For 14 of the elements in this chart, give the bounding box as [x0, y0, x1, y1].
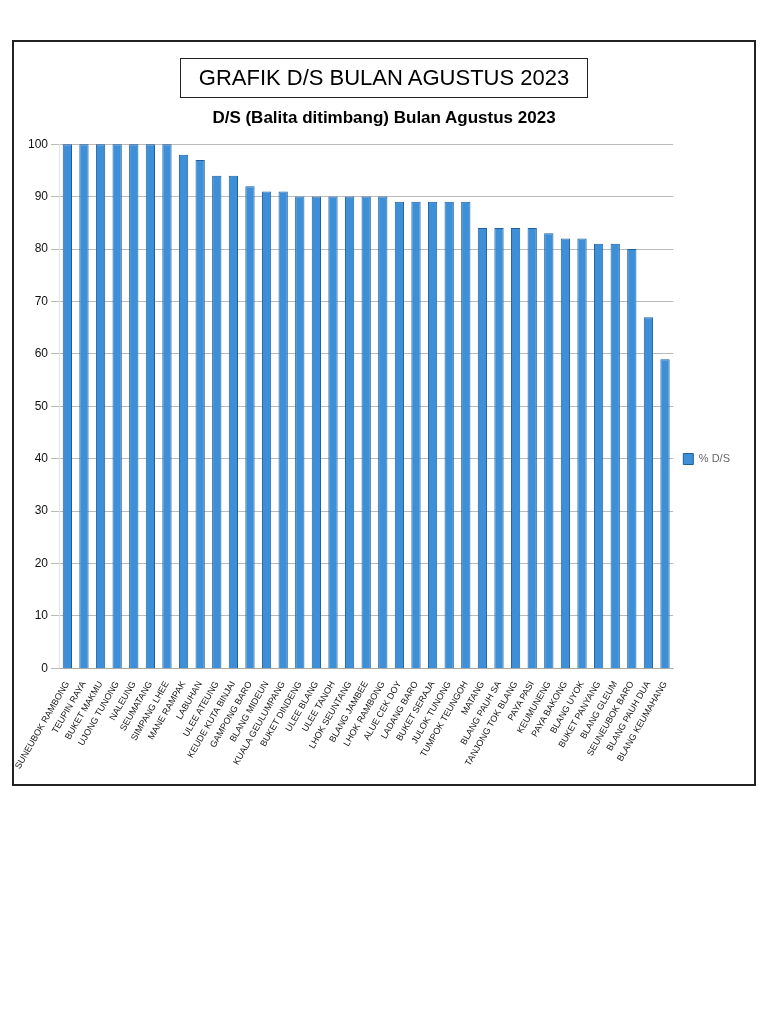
chart-title: GRAFIK D/S BULAN AGUSTUS 2023 — [179, 58, 589, 98]
y-tick-label: 0 — [41, 660, 49, 675]
y-tick-label: 20 — [34, 555, 49, 570]
y-tick-label: 10 — [34, 608, 49, 623]
legend-label: % D/S — [698, 452, 731, 465]
y-tick-label: 100 — [28, 136, 49, 151]
y-tick-label: 60 — [34, 346, 49, 361]
y-tick-label: 30 — [34, 503, 49, 518]
y-tick-label: 90 — [34, 188, 49, 203]
y-tick-label: 70 — [34, 293, 49, 308]
y-tick-label: 40 — [34, 451, 49, 466]
y-tick-label: 50 — [34, 398, 49, 413]
y-tick-label: 80 — [34, 241, 49, 256]
chart-subtitle: D/S (Balita ditimbang) Bulan Agustus 2023 — [211, 108, 557, 128]
